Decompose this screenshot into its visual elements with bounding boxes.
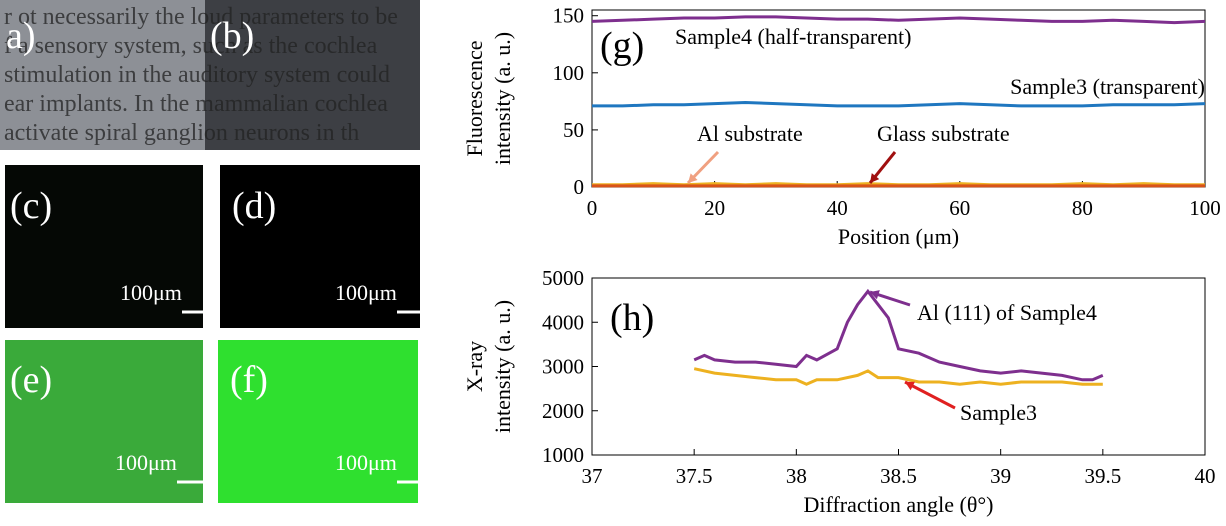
series-annotation: Al substrate: [697, 121, 803, 146]
y-axis-label: intensity (a. u.): [490, 32, 515, 165]
x-tick-label: 37: [582, 464, 603, 488]
x-tick-label: 40: [1195, 464, 1216, 488]
y-tick-label: 1000: [542, 443, 584, 467]
photo-text-line: activate spiral ganglion neurons in th: [4, 120, 359, 146]
series-line: [693, 288, 1104, 382]
y-axis-label: X-ray: [462, 341, 487, 392]
series-annotation: Sample3 (transparent): [1010, 74, 1205, 99]
scale-bar-label: 100μm: [115, 450, 177, 475]
panel-label: (b): [210, 15, 254, 57]
x-tick-label: 40: [827, 196, 848, 220]
x-tick-label: 0: [587, 196, 598, 220]
photo-text-line: stimulation in the auditory system could: [4, 62, 390, 88]
annotation-arrow: [904, 380, 956, 410]
x-tick-label: 37.5: [676, 464, 713, 488]
x-tick-label: 39.5: [1084, 464, 1121, 488]
photo-e: [5, 340, 203, 503]
y-tick-label: 150: [553, 4, 585, 28]
panel-label: (h): [610, 297, 654, 339]
y-tick-label: 2000: [542, 399, 584, 423]
x-tick-label: 80: [1072, 196, 1093, 220]
annotation-arrowhead: [688, 173, 698, 183]
panel-label: a): [6, 15, 36, 57]
y-tick-label: 3000: [542, 355, 584, 379]
y-axis-label: intensity (a. u.): [490, 300, 515, 433]
y-tick-label: 100: [553, 61, 585, 85]
photo-b: [205, 0, 420, 150]
y-tick-label: 50: [563, 118, 584, 142]
y-axis-label: Fluorescence: [462, 40, 487, 156]
photo-c: [5, 165, 203, 328]
panel-label: (f): [230, 359, 268, 401]
x-axis-label: Position (μm): [838, 224, 959, 249]
x-tick-label: 100: [1189, 196, 1221, 220]
photo-text-line: f a sensory system, such as the cochlea: [4, 33, 378, 59]
y-tick-label: 5000: [542, 266, 584, 290]
series-annotation: Sample4 (half-transparent): [675, 24, 911, 49]
photo-f: [218, 340, 418, 503]
series-line: [592, 100, 1206, 108]
annotation-arrowhead: [905, 381, 915, 391]
photo-text-line: ear implants. In the mammalian cochlea: [4, 91, 388, 117]
photo-d: [220, 165, 420, 328]
x-tick-label: 38.5: [880, 464, 917, 488]
x-tick-label: 20: [704, 196, 725, 220]
photo-text-line: r ot necessarily the loud parameters to …: [4, 4, 398, 30]
x-tick-label: 60: [949, 196, 970, 220]
series-line: [591, 15, 1206, 25]
series-annotation: Glass substrate: [877, 121, 1010, 146]
y-tick-label: 4000: [542, 310, 584, 334]
panel-label: (g): [600, 25, 644, 67]
annotation-arrowhead: [870, 290, 880, 300]
scale-bar-label: 100μm: [120, 280, 182, 305]
annotation-arrowhead: [870, 173, 880, 183]
series-line: [693, 367, 1103, 386]
photo-a: [0, 0, 205, 150]
x-tick-label: 38: [786, 464, 807, 488]
panel-label: (d): [232, 185, 276, 227]
x-axis-label: Diffraction angle (θ°): [804, 492, 994, 517]
y-tick-label: 0: [574, 175, 585, 199]
scale-bar-label: 100μm: [335, 280, 397, 305]
photo-text: r ot necessarily the loud parameters to …: [4, 4, 398, 146]
panel-label: (c): [10, 185, 52, 227]
plot-area: [591, 277, 1206, 456]
series-annotation: Al (111) of Sample4: [917, 300, 1097, 325]
panel-label: (e): [10, 359, 52, 401]
x-tick-label: 39: [990, 464, 1011, 488]
scale-bar-label: 100μm: [335, 450, 397, 475]
series-annotation: Sample3: [960, 400, 1037, 425]
